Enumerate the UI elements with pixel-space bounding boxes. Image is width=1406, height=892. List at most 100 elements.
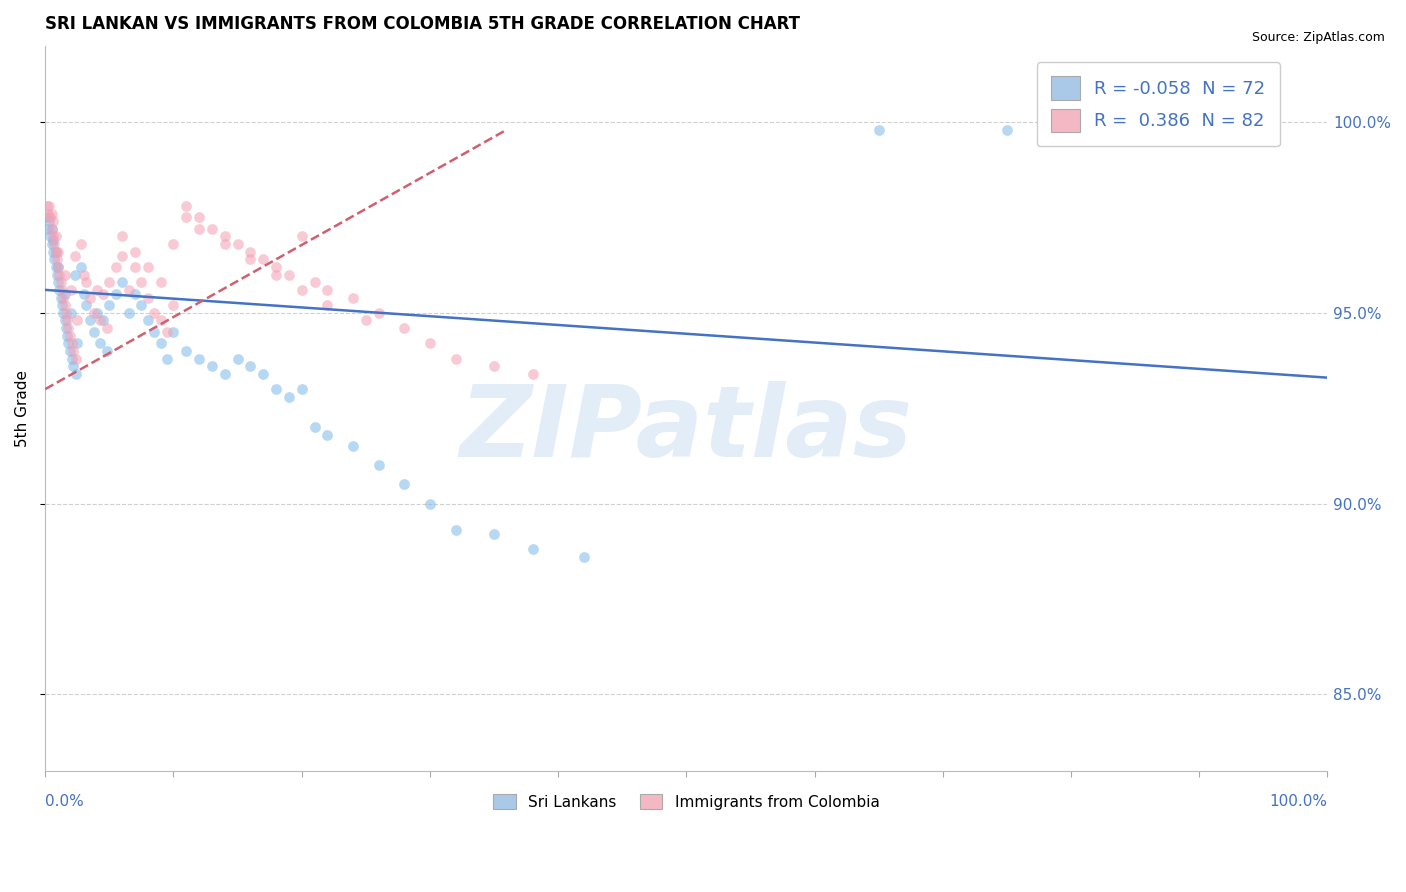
Point	[104, 286, 127, 301]
Point	[162, 237, 184, 252]
Point	[316, 283, 339, 297]
Y-axis label: 5th Grade: 5th Grade	[15, 369, 30, 447]
Point	[868, 122, 890, 136]
Point	[214, 367, 236, 381]
Text: 100.0%: 100.0%	[1270, 794, 1327, 808]
Point	[41, 206, 63, 220]
Point	[136, 313, 159, 327]
Legend: Sri Lankans, Immigrants from Colombia: Sri Lankans, Immigrants from Colombia	[485, 786, 887, 817]
Point	[188, 222, 211, 236]
Point	[239, 244, 262, 259]
Point	[35, 211, 58, 225]
Point	[394, 477, 416, 491]
Point	[55, 321, 77, 335]
Point	[44, 244, 66, 259]
Point	[96, 321, 118, 335]
Point	[52, 306, 75, 320]
Point	[419, 497, 441, 511]
Point	[162, 325, 184, 339]
Point	[149, 275, 172, 289]
Point	[51, 283, 73, 297]
Point	[149, 313, 172, 327]
Point	[131, 298, 153, 312]
Point	[59, 306, 82, 320]
Point	[291, 283, 314, 297]
Point	[86, 306, 108, 320]
Point	[63, 268, 86, 282]
Point	[83, 306, 105, 320]
Point	[75, 298, 97, 312]
Point	[124, 260, 146, 274]
Point	[98, 275, 121, 289]
Text: SRI LANKAN VS IMMIGRANTS FROM COLOMBIA 5TH GRADE CORRELATION CHART: SRI LANKAN VS IMMIGRANTS FROM COLOMBIA 5…	[45, 15, 800, 33]
Point	[44, 260, 66, 274]
Point	[117, 306, 139, 320]
Point	[226, 351, 249, 366]
Point	[44, 229, 66, 244]
Point	[59, 328, 82, 343]
Point	[252, 252, 274, 267]
Point	[176, 211, 198, 225]
Point	[419, 336, 441, 351]
Point	[42, 229, 65, 244]
Point	[46, 260, 69, 274]
Point	[176, 343, 198, 358]
Point	[176, 199, 198, 213]
Point	[149, 336, 172, 351]
Point	[342, 439, 364, 453]
Point	[252, 367, 274, 381]
Point	[44, 237, 66, 252]
Point	[162, 298, 184, 312]
Point	[56, 313, 79, 327]
Point	[104, 260, 127, 274]
Point	[46, 275, 69, 289]
Text: ZIPatlas: ZIPatlas	[460, 382, 912, 478]
Point	[83, 325, 105, 339]
Point	[304, 420, 326, 434]
Point	[136, 291, 159, 305]
Point	[79, 313, 101, 327]
Point	[572, 549, 595, 564]
Point	[131, 275, 153, 289]
Point	[522, 367, 544, 381]
Point	[89, 336, 111, 351]
Point	[98, 298, 121, 312]
Point	[91, 286, 114, 301]
Point	[53, 268, 76, 282]
Point	[46, 244, 69, 259]
Point	[45, 252, 67, 267]
Point	[277, 390, 299, 404]
Point	[65, 367, 87, 381]
Point	[277, 268, 299, 282]
Point	[66, 336, 89, 351]
Point	[39, 211, 62, 225]
Point	[143, 325, 166, 339]
Point	[188, 351, 211, 366]
Point	[111, 229, 134, 244]
Point	[342, 291, 364, 305]
Point	[56, 328, 79, 343]
Point	[188, 211, 211, 225]
Point	[367, 458, 389, 473]
Point	[316, 428, 339, 442]
Point	[73, 268, 96, 282]
Point	[226, 237, 249, 252]
Point	[117, 283, 139, 297]
Point	[91, 313, 114, 327]
Text: 0.0%: 0.0%	[45, 794, 84, 808]
Point	[239, 252, 262, 267]
Point	[291, 382, 314, 396]
Point	[522, 542, 544, 557]
Point	[41, 222, 63, 236]
Point	[79, 291, 101, 305]
Point	[37, 206, 59, 220]
Point	[44, 252, 66, 267]
Text: Source: ZipAtlas.com: Source: ZipAtlas.com	[1251, 31, 1385, 45]
Point	[37, 222, 59, 236]
Point	[52, 291, 75, 305]
Point	[62, 343, 84, 358]
Point	[124, 244, 146, 259]
Point	[42, 233, 65, 247]
Point	[66, 313, 89, 327]
Point	[63, 248, 86, 262]
